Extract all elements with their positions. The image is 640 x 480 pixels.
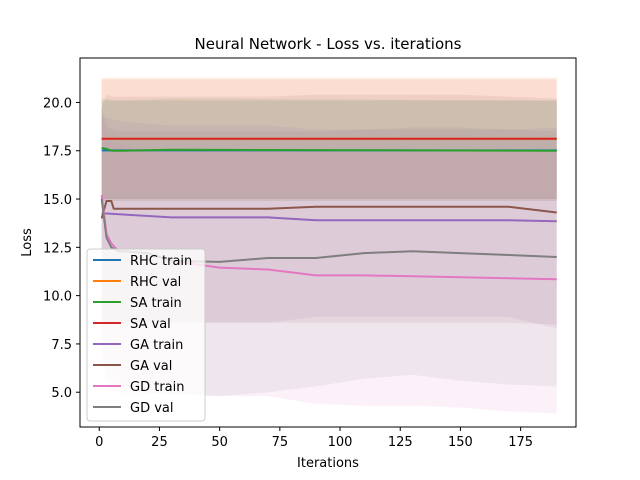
x-tick-label: 175 [508,435,533,450]
y-tick-label: 17.5 [43,145,72,160]
ga-train-legend-label: GA train [130,338,183,353]
legend: RHC train RHC val SA train SA val GA train GA… [86,248,206,422]
y-tick-label: 10.0 [43,290,72,305]
ga-val-legend-label: GA val [130,359,172,374]
y-axis-ticks: 5.0 7.5 10.0 12.5 15.0 17.5 20.0 [43,96,80,401]
y-tick-label: 20.0 [43,96,72,111]
rhc-train-legend-label: RHC train [130,254,192,269]
gd-train-legend-label: GD train [130,380,184,395]
sa-train-legend-label: SA train [130,296,182,311]
x-axis-label: Iterations [297,456,359,471]
chart-title: Neural Network - Loss vs. iterations [195,35,462,53]
y-tick-label: 7.5 [51,338,72,353]
x-tick-label: 100 [328,435,353,450]
y-tick-label: 12.5 [43,241,72,256]
sa-val-legend-label: SA val [130,317,171,332]
gd-val-band [101,106,557,397]
ga-val-line [100,199,557,219]
x-tick-label: 50 [211,435,228,450]
x-tick-label: 75 [272,435,289,450]
plot-frame [79,57,577,428]
legend-box [86,248,206,422]
x-tick-label: 0 [95,435,103,450]
x-tick-label: 150 [448,435,473,450]
sa-train-line [101,146,557,152]
x-tick-label: 125 [388,435,413,450]
y-tick-label: 15.0 [43,193,72,208]
ga-train-band [101,115,557,329]
gd-val-legend-label: GD val [130,401,174,416]
x-tick-label: 25 [151,435,168,450]
gd-train-band [101,121,557,414]
sa-train-band [101,98,557,200]
series-lines [100,137,557,281]
rhc-val-legend-label: RHC val [130,275,181,290]
y-tick-label: 5.0 [51,386,72,401]
ga-train-line [101,212,557,223]
x-axis-ticks: 0 25 50 75 100 125 150 175 [95,427,533,450]
y-axis-label: Loss [20,228,35,257]
